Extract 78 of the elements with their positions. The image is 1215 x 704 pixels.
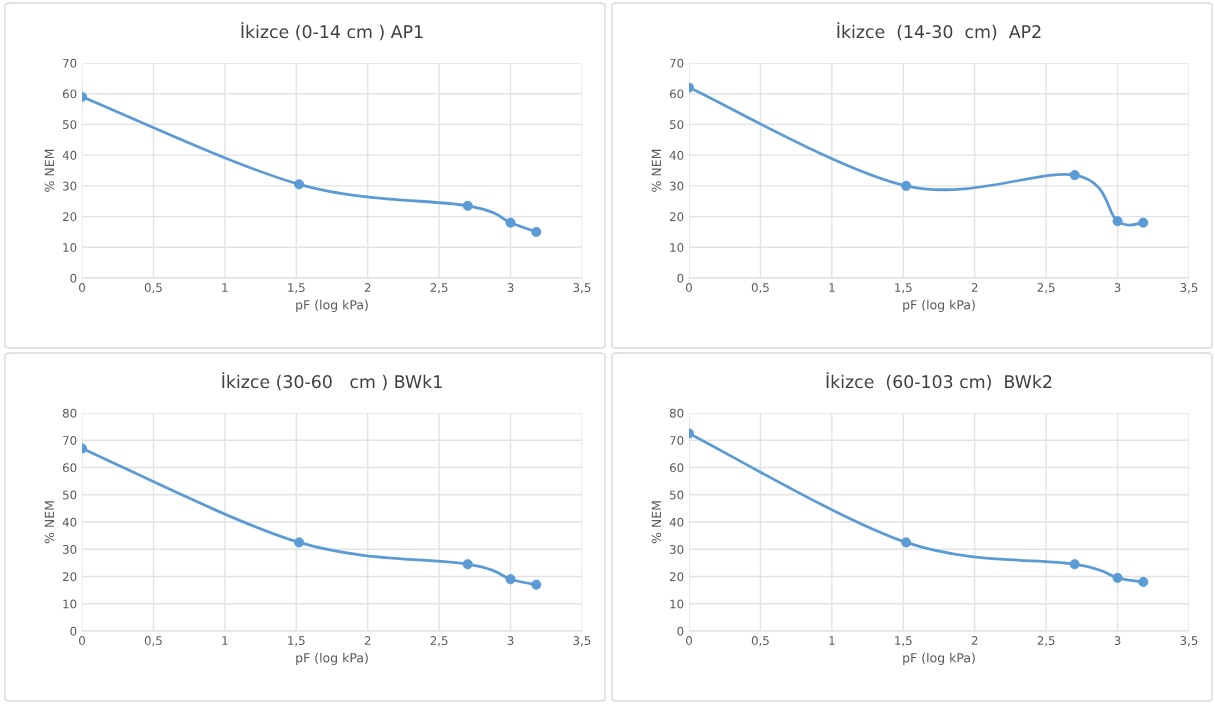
x-tick-label: 0,5 xyxy=(751,636,769,647)
x-tick-label: 2,5 xyxy=(430,636,448,647)
y-tick-label: 40 xyxy=(62,150,77,160)
x-tick-label: 1,5 xyxy=(288,283,305,294)
y-tick-label: 70 xyxy=(670,58,684,68)
y-tick-label: 30 xyxy=(63,544,77,554)
x-tick-label: 2 xyxy=(971,283,978,292)
x-tick-label: 2,5 xyxy=(1037,283,1055,294)
x-axis-title: pF (log kPa) xyxy=(903,652,975,665)
x-tick-label: 1 xyxy=(829,636,835,645)
y-tick-label: 30 xyxy=(670,544,684,554)
y-tick-label: 10 xyxy=(63,243,77,252)
y-axis-title: % NEM xyxy=(651,149,662,192)
y-tick-label: 50 xyxy=(670,120,684,130)
y-axis-title: % NEM xyxy=(651,501,662,544)
chart-title: İkizce (14-30 cm) AP2 xyxy=(837,22,1041,41)
y-axis-title: % NEM xyxy=(44,501,55,544)
y-tick-label: 70 xyxy=(63,58,77,68)
x-axis-title: pF (log kPa) xyxy=(296,652,368,665)
y-tick-label: 20 xyxy=(62,572,77,582)
x-tick-label: 3,5 xyxy=(1180,636,1198,647)
y-tick-label: 0 xyxy=(70,273,77,283)
chart-title: İkizce (0-14 cm ) AP1 xyxy=(241,22,423,41)
x-tick-label: 0 xyxy=(79,636,85,645)
x-tick-label: 1 xyxy=(222,636,228,645)
y-tick-label: 30 xyxy=(63,181,77,191)
x-tick-label: 3 xyxy=(1114,636,1121,645)
y-tick-label: 40 xyxy=(62,517,77,527)
y-tick-label: 60 xyxy=(669,89,684,99)
y-tick-label: 10 xyxy=(63,599,77,609)
y-tick-label: 40 xyxy=(669,150,684,160)
x-axis-title: pF (log kPa) xyxy=(296,299,368,312)
y-tick-label: 40 xyxy=(669,517,684,527)
x-tick-label: 2 xyxy=(971,636,978,645)
y-tick-label: 10 xyxy=(670,599,684,609)
x-tick-label: 3,5 xyxy=(573,283,591,294)
y-tick-label: 20 xyxy=(669,572,684,582)
y-tick-label: 20 xyxy=(669,212,684,222)
x-tick-label: 3,5 xyxy=(573,636,591,647)
x-tick-label: 0,5 xyxy=(144,283,162,294)
x-tick-label: 1,5 xyxy=(895,636,912,647)
x-tick-label: 3 xyxy=(507,283,514,292)
x-tick-label: 0,5 xyxy=(751,283,769,294)
y-tick-label: 0 xyxy=(677,273,684,283)
y-tick-label: 0 xyxy=(70,626,77,636)
x-tick-label: 2 xyxy=(364,283,371,292)
x-tick-label: 3 xyxy=(1114,283,1121,292)
x-tick-label: 0 xyxy=(686,636,692,645)
y-tick-label: 80 xyxy=(669,408,684,418)
x-tick-label: 0,5 xyxy=(144,636,162,647)
y-tick-label: 60 xyxy=(62,89,77,99)
y-tick-label: 30 xyxy=(670,181,684,191)
y-axis-title: % NEM xyxy=(44,149,55,192)
y-tick-label: 50 xyxy=(63,490,77,500)
x-tick-label: 3,5 xyxy=(1180,283,1198,294)
y-tick-label: 50 xyxy=(670,490,684,500)
x-tick-label: 3 xyxy=(507,636,514,645)
x-axis-title: pF (log kPa) xyxy=(903,299,975,312)
y-tick-label: 60 xyxy=(669,463,684,473)
x-tick-label: 1 xyxy=(222,283,228,292)
y-tick-label: 70 xyxy=(670,435,684,445)
y-tick-label: 20 xyxy=(62,212,77,222)
chart-title: İkizce (60-103 cm) BWk2 xyxy=(826,372,1052,391)
x-tick-label: 1,5 xyxy=(288,636,305,647)
x-tick-label: 0 xyxy=(686,283,692,292)
y-tick-label: 60 xyxy=(62,463,77,473)
x-tick-label: 2,5 xyxy=(430,283,448,294)
x-tick-label: 1 xyxy=(829,283,835,292)
x-tick-label: 0 xyxy=(79,283,85,292)
y-tick-label: 0 xyxy=(677,626,684,636)
x-tick-label: 1,5 xyxy=(895,283,912,294)
y-tick-label: 50 xyxy=(63,120,77,130)
x-tick-label: 2,5 xyxy=(1037,636,1055,647)
y-tick-label: 80 xyxy=(62,408,77,418)
x-tick-label: 2 xyxy=(364,636,371,645)
y-tick-label: 10 xyxy=(670,243,684,252)
y-tick-label: 70 xyxy=(63,435,77,445)
chart-title: İkizce (30-60 cm ) BWk1 xyxy=(222,372,442,391)
